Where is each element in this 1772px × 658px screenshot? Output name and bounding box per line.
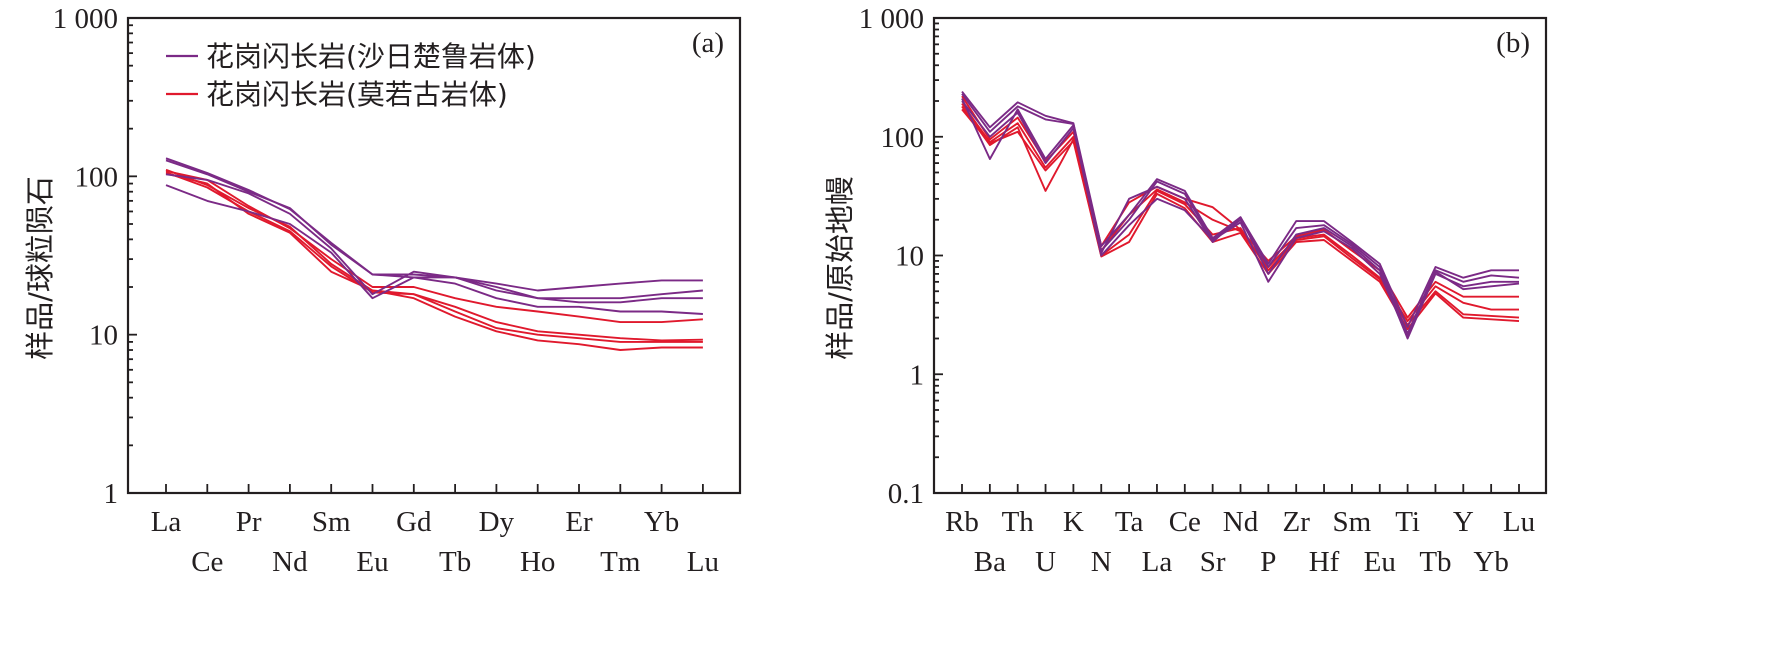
panel-label: (a)	[692, 27, 724, 59]
y-tick-label: 10	[895, 241, 924, 273]
x-category-label: K	[1063, 506, 1084, 538]
legend-entry-label: 花岗闪长岩(沙日楚鲁岩体)	[206, 40, 536, 73]
series-line-purple	[165, 184, 703, 315]
plot-frame	[932, 16, 1548, 495]
x-category-label: Nd	[1223, 506, 1259, 538]
x-category-label: Lu	[687, 546, 719, 578]
legend-entry-label: 花岗闪长岩(莫若古岩体)	[206, 78, 508, 111]
x-category-label: Dy	[479, 506, 515, 538]
y-axis-label: 样品/球粒陨石	[23, 176, 57, 360]
y-tick-label: 10	[89, 320, 118, 352]
x-category-label: Yb	[1473, 546, 1508, 578]
series-line-purple	[165, 159, 703, 300]
x-category-label: Eu	[1364, 546, 1396, 578]
x-category-label: Th	[1002, 506, 1035, 538]
series-line-red	[165, 168, 703, 342]
x-category-label: Ce	[191, 546, 223, 578]
y-tick-label: 1 000	[53, 3, 118, 35]
series-line-red	[165, 172, 703, 351]
x-category-label: Ti	[1395, 506, 1420, 538]
y-tick-label: 1	[104, 478, 119, 510]
y-tick-label: 1 000	[859, 3, 924, 35]
y-tick-label: 100	[881, 122, 925, 154]
series-line-red	[961, 108, 1520, 331]
series-line-red	[961, 95, 1519, 319]
panel-label: (b)	[1496, 27, 1530, 59]
x-category-label: Y	[1453, 506, 1474, 538]
series-line-red	[961, 105, 1520, 326]
series-line-red	[165, 171, 703, 343]
x-category-label: Lu	[1503, 506, 1535, 538]
x-category-label: Er	[565, 506, 593, 538]
x-category-label: U	[1035, 546, 1056, 578]
x-category-label: Eu	[356, 546, 388, 578]
x-category-label: Rb	[945, 506, 979, 538]
x-category-label: La	[151, 506, 182, 538]
x-category-label: Ta	[1115, 506, 1144, 538]
x-category-label: Tb	[1419, 546, 1451, 578]
series-line-purple	[961, 93, 1520, 335]
legend: 花岗闪长岩(沙日楚鲁岩体) 花岗闪长岩(莫若古岩体)	[166, 40, 536, 111]
x-category-label: Sm	[1333, 506, 1372, 538]
x-category-label: La	[1142, 546, 1173, 578]
y-tick-label: 100	[75, 161, 119, 193]
x-category-label: Sm	[312, 506, 351, 538]
series-line-purple	[961, 98, 1519, 340]
y-tick-label: 1	[910, 359, 925, 391]
x-category-label: Ce	[1169, 506, 1201, 538]
series-line-purple	[165, 173, 703, 304]
x-category-label: Yb	[644, 506, 679, 538]
y-tick-label: 0.1	[888, 478, 924, 510]
series-line-purple	[165, 157, 703, 292]
x-category-label: Zr	[1283, 506, 1311, 538]
x-category-label: Tb	[439, 546, 471, 578]
series-line-purple	[961, 100, 1520, 337]
x-category-label: Nd	[272, 546, 308, 578]
x-category-label: N	[1091, 546, 1112, 578]
x-category-label: Ho	[520, 546, 555, 578]
x-category-label: Ba	[974, 546, 1006, 578]
x-category-label: Hf	[1309, 546, 1340, 578]
x-category-label: P	[1260, 546, 1276, 578]
x-category-label: Gd	[396, 506, 432, 538]
series-line-red	[165, 170, 703, 324]
y-axis-label: 样品/原始地幔	[823, 176, 857, 360]
x-category-label: Pr	[236, 506, 262, 538]
plot-frame	[126, 16, 742, 495]
series-line-red	[961, 103, 1519, 323]
x-category-label: Sr	[1200, 546, 1226, 578]
x-category-label: Tm	[600, 546, 641, 578]
